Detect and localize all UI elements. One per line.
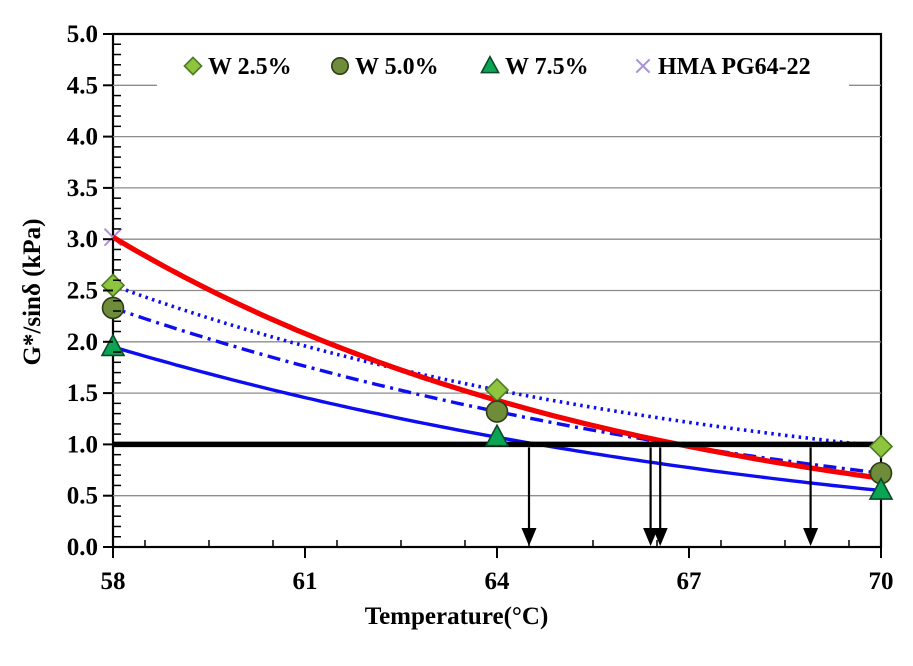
legend-label: W 5.0% <box>355 54 439 80</box>
y-tick-label: 5.0 <box>67 21 98 48</box>
y-axis-title: G*/sinδ (kPa) <box>19 218 46 366</box>
x-tick-label: 70 <box>869 568 894 595</box>
data-point-triangle <box>484 423 510 447</box>
y-tick-label: 3.5 <box>67 175 98 202</box>
y-tick-label: 4.0 <box>67 124 98 151</box>
x-axis-title: Temperature(°C) <box>364 603 549 630</box>
trend-curve <box>112 283 882 449</box>
x-tick-label: 58 <box>101 568 126 595</box>
failure-temp-arrowhead <box>652 528 668 546</box>
legend-item: W 7.5% <box>505 54 589 80</box>
legend-background <box>157 46 849 89</box>
y-tick-label: 2.0 <box>67 329 98 356</box>
y-tick-label: 2.5 <box>67 278 98 305</box>
legend-marker-diamond-icon <box>183 56 203 76</box>
failure-temp-arrowhead <box>803 528 819 546</box>
y-tick-label: 1.0 <box>67 431 98 458</box>
data-point-triangle <box>868 476 894 500</box>
legend-label: W 2.5% <box>208 54 292 80</box>
y-tick-label: 3.0 <box>67 226 98 253</box>
x-tick-label: 64 <box>485 568 511 595</box>
data-point-triangle <box>100 333 126 357</box>
legend-marker-x-icon <box>635 58 651 74</box>
legend-item: W 5.0% <box>355 54 439 80</box>
x-tick-label: 61 <box>293 568 318 595</box>
data-point-circle <box>485 400 509 423</box>
legend-item: W 2.5% <box>208 54 292 80</box>
legend-item: HMA PG64-22 <box>658 54 811 80</box>
failure-temp-arrowhead <box>521 528 537 546</box>
y-tick-label: 1.5 <box>67 380 98 407</box>
y-tick-label: 0.0 <box>67 534 98 561</box>
x-tick-label: 67 <box>677 568 702 595</box>
data-point-diamond <box>868 434 894 459</box>
legend-label: W 7.5% <box>505 54 589 80</box>
legend-marker-triangle-icon <box>480 54 500 74</box>
y-tick-label: 4.5 <box>67 72 98 99</box>
y-tick-label: 0.5 <box>67 483 98 510</box>
failure-temp-arrowhead <box>643 528 659 546</box>
data-point-circle <box>101 296 125 320</box>
legend-marker-circle-icon <box>331 57 349 75</box>
legend-label: HMA PG64-22 <box>658 54 811 80</box>
